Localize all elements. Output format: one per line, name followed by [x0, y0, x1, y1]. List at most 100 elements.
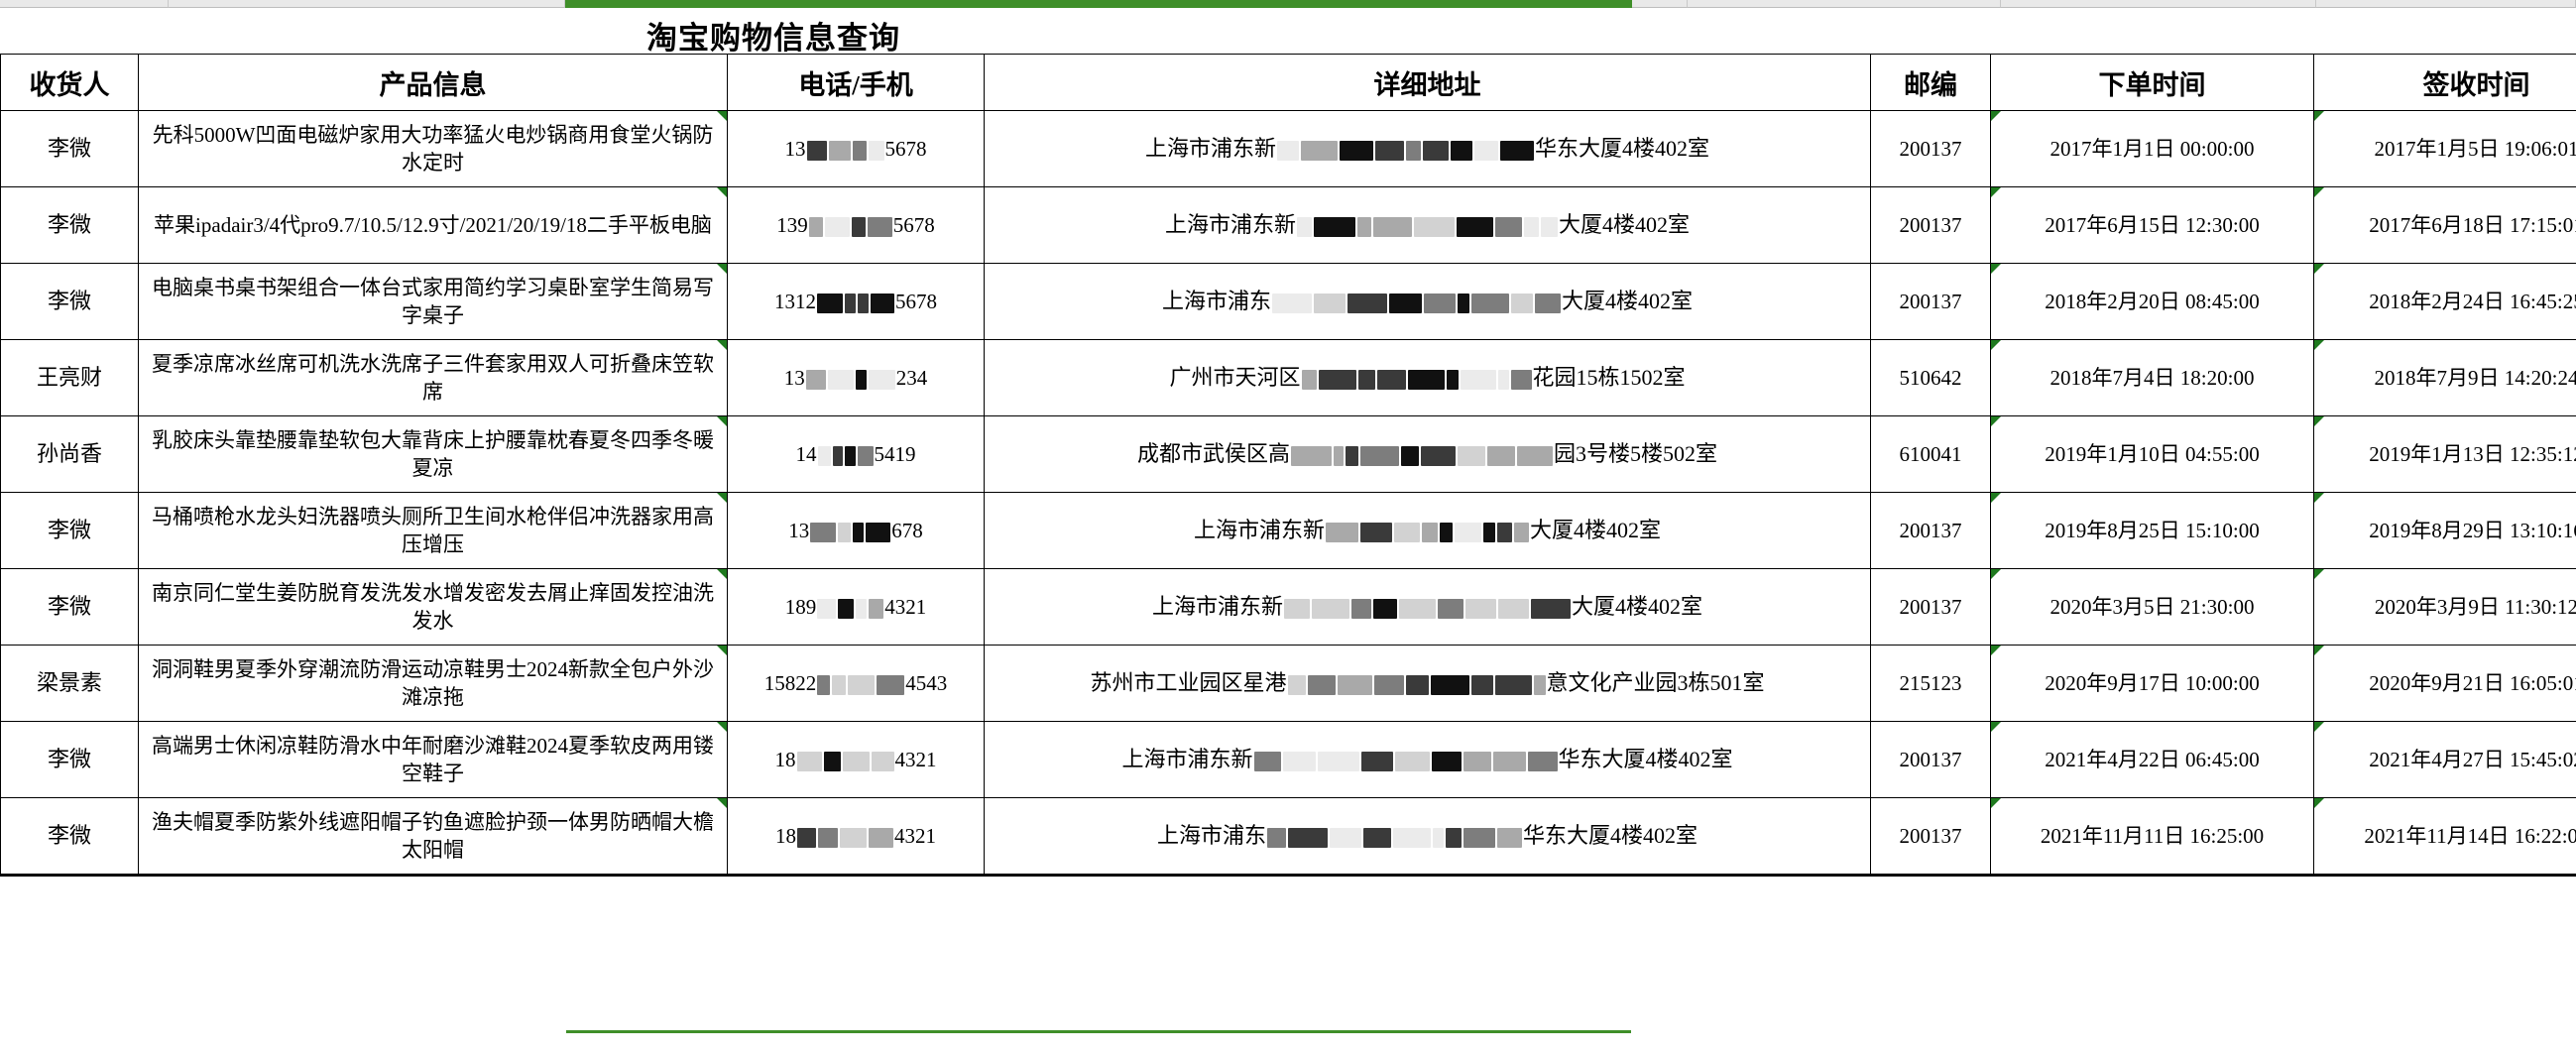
- cell-product-info[interactable]: 渔夫帽夏季防紫外线遮阳帽子钓鱼遮脸护颈一体男防晒帽大檐太阳帽: [138, 797, 728, 877]
- cell-receive-time[interactable]: 2019年8月29日 13:10:16: [2313, 492, 2576, 569]
- cell-product-info[interactable]: 高端男士休闲凉鞋防滑水中年耐磨沙滩鞋2024夏季软皮两用镂空鞋子: [138, 721, 728, 798]
- table-row[interactable]: 李微 先科5000W凹面电磁炉家用大功率猛火电炒锅商用食堂火锅防水定时 13 5678…: [0, 110, 2576, 187]
- cell-order-time[interactable]: 2021年11月11日 16:25:00: [1990, 797, 2314, 877]
- cell-order-time[interactable]: 2017年1月1日 00:00:00: [1990, 110, 2314, 187]
- cell-phone[interactable]: 18 4321: [727, 797, 985, 877]
- product-text: 苹果ipadair3/4代pro9.7/10.5/12.9寸/2021/20/1…: [154, 212, 712, 237]
- comment-flag-icon: [1991, 111, 2001, 121]
- table-row[interactable]: 李微 渔夫帽夏季防紫外线遮阳帽子钓鱼遮脸护颈一体男防晒帽大檐太阳帽 18 4321 上海…: [0, 797, 2576, 877]
- cell-receive-time[interactable]: 2020年3月9日 11:30:12: [2313, 568, 2576, 646]
- column-header-product[interactable]: 产品信息: [138, 54, 728, 111]
- cell-product-info[interactable]: 洞洞鞋男夏季外穿潮流防滑运动凉鞋男士2024新款全包户外沙滩凉拖: [138, 645, 728, 722]
- cell-phone[interactable]: 189 4321: [727, 568, 985, 646]
- cell-phone[interactable]: 15822 4543: [727, 645, 985, 722]
- cell-address[interactable]: 上海市浦东新 大厦4楼402室: [984, 568, 1871, 646]
- cell-order-time[interactable]: 2017年6月15日 12:30:00: [1990, 186, 2314, 264]
- column-header-phone[interactable]: 电话/手机: [727, 54, 985, 111]
- cell-order-time[interactable]: 2020年3月5日 21:30:00: [1990, 568, 2314, 646]
- cell-recipient[interactable]: 李微: [0, 721, 139, 798]
- column-header-zip[interactable]: 邮编: [1870, 54, 1991, 111]
- table-row[interactable]: 梁景素 洞洞鞋男夏季外穿潮流防滑运动凉鞋男士2024新款全包户外沙滩凉拖 15822…: [0, 645, 2576, 722]
- cell-product-info[interactable]: 马桶喷枪水龙头妇洗器喷头厕所卫生间水枪伴侣冲洗器家用高压增压: [138, 492, 728, 569]
- cell-zip[interactable]: 610041: [1870, 415, 1991, 493]
- cell-recipient[interactable]: 梁景素: [0, 645, 139, 722]
- cell-recipient[interactable]: 李微: [0, 797, 139, 877]
- table-row[interactable]: 李微 苹果ipadair3/4代pro9.7/10.5/12.9寸/2021/20…: [0, 186, 2576, 264]
- cell-address[interactable]: 上海市浦东新 大厦4楼402室: [984, 492, 1871, 569]
- cell-phone[interactable]: 13 234: [727, 339, 985, 416]
- column-header-receive-time[interactable]: 签收时间: [2313, 54, 2576, 111]
- cell-phone[interactable]: 14 5419: [727, 415, 985, 493]
- cell-product-info[interactable]: 先科5000W凹面电磁炉家用大功率猛火电炒锅商用食堂火锅防水定时: [138, 110, 728, 187]
- cell-address[interactable]: 广州市天河区 花园15栋1502室: [984, 339, 1871, 416]
- table-row[interactable]: 王亮财 夏季凉席冰丝席可机洗水洗席子三件套家用双人可折叠床笠软席 13 234 广州市天…: [0, 339, 2576, 416]
- cell-zip[interactable]: 200137: [1870, 186, 1991, 264]
- cell-zip[interactable]: 200137: [1870, 263, 1991, 340]
- cell-product-info[interactable]: 南京同仁堂生姜防脱育发洗发水增发密发去屑止痒固发控油洗发水: [138, 568, 728, 646]
- cell-product-info[interactable]: 夏季凉席冰丝席可机洗水洗席子三件套家用双人可折叠床笠软席: [138, 339, 728, 416]
- cell-receive-time[interactable]: 2017年1月5日 19:06:01: [2313, 110, 2576, 187]
- table-row[interactable]: 李微 电脑桌书桌书架组合一体台式家用简约学习桌卧室学生简易写字桌子 1312 5678…: [0, 263, 2576, 340]
- table-header: 收货人 产品信息 电话/手机 详细地址 邮编 下单时间 签收时间: [0, 54, 2576, 111]
- cell-receive-time[interactable]: 2018年7月9日 14:20:24: [2313, 339, 2576, 416]
- cell-product-info[interactable]: 乳胶床头靠垫腰靠垫软包大靠背床上护腰靠枕春夏冬四季冬暖夏凉: [138, 415, 728, 493]
- cell-recipient[interactable]: 王亮财: [0, 339, 139, 416]
- table-row[interactable]: 李微 高端男士休闲凉鞋防滑水中年耐磨沙滩鞋2024夏季软皮两用镂空鞋子 18 4321…: [0, 721, 2576, 798]
- phone-suffix: 5678: [892, 212, 935, 237]
- cell-phone[interactable]: 13 5678: [727, 110, 985, 187]
- cell-recipient[interactable]: 孙尚香: [0, 415, 139, 493]
- cell-address[interactable]: 成都市武侯区高 园3号楼5楼502室: [984, 415, 1871, 493]
- cell-order-time[interactable]: 2018年7月4日 18:20:00: [1990, 339, 2314, 416]
- cell-recipient[interactable]: 李微: [0, 110, 139, 187]
- cell-address[interactable]: 上海市浦东 华东大厦4楼402室: [984, 797, 1871, 877]
- cell-recipient[interactable]: 李微: [0, 186, 139, 264]
- cell-recipient[interactable]: 李微: [0, 263, 139, 340]
- cell-recipient[interactable]: 李微: [0, 568, 139, 646]
- column-header-order-time[interactable]: 下单时间: [1990, 54, 2314, 111]
- cell-phone[interactable]: 18 4321: [727, 721, 985, 798]
- cell-address[interactable]: 上海市浦东新 大厦4楼402室: [984, 186, 1871, 264]
- cell-phone[interactable]: 1312 5678: [727, 263, 985, 340]
- column-header-recipient[interactable]: 收货人: [0, 54, 139, 111]
- cell-order-time[interactable]: 2018年2月20日 08:45:00: [1990, 263, 2314, 340]
- cell-receive-time[interactable]: 2019年1月13日 12:35:12: [2313, 415, 2576, 493]
- phone-suffix: 4543: [905, 670, 948, 695]
- cell-zip[interactable]: 200137: [1870, 797, 1991, 877]
- cell-address[interactable]: 上海市浦东新 华东大厦4楼402室: [984, 721, 1871, 798]
- address-suffix: 华东大厦4楼402室: [1558, 747, 1733, 772]
- cell-zip[interactable]: 200137: [1870, 568, 1991, 646]
- cell-order-time[interactable]: 2021年4月22日 06:45:00: [1990, 721, 2314, 798]
- cell-phone[interactable]: 13 678: [727, 492, 985, 569]
- cell-zip[interactable]: 200137: [1870, 492, 1991, 569]
- cell-product-info[interactable]: 苹果ipadair3/4代pro9.7/10.5/12.9寸/2021/20/1…: [138, 186, 728, 264]
- table-row[interactable]: 李微 南京同仁堂生姜防脱育发洗发水增发密发去屑止痒固发控油洗发水 189 4321 上海…: [0, 568, 2576, 646]
- order-time-text: 2018年2月20日 08:45:00: [2045, 289, 2260, 313]
- page-title: 淘宝购物信息查询: [646, 21, 900, 56]
- cell-receive-time[interactable]: 2020年9月21日 16:05:01: [2313, 645, 2576, 722]
- purchase-info-table: 收货人 产品信息 电话/手机 详细地址 邮编 下单时间 签收时间 李微 先科500…: [0, 54, 2576, 877]
- cell-zip[interactable]: 510642: [1870, 339, 1991, 416]
- cell-order-time[interactable]: 2019年1月10日 04:55:00: [1990, 415, 2314, 493]
- cell-product-info[interactable]: 电脑桌书桌书架组合一体台式家用简约学习桌卧室学生简易写字桌子: [138, 263, 728, 340]
- order-time-text: 2020年3月5日 21:30:00: [2049, 594, 2255, 619]
- address-redacted: 上海市浦东 大厦4楼402室: [1162, 289, 1693, 313]
- cell-zip[interactable]: 200137: [1870, 721, 1991, 798]
- cell-receive-time[interactable]: 2021年4月27日 15:45:02: [2313, 721, 2576, 798]
- cell-address[interactable]: 苏州市工业园区星港 意文化产业园3栋501室: [984, 645, 1871, 722]
- table-row[interactable]: 孙尚香 乳胶床头靠垫腰靠垫软包大靠背床上护腰靠枕春夏冬四季冬暖夏凉 14 5419 成都…: [0, 415, 2576, 493]
- column-header-address[interactable]: 详细地址: [984, 54, 1871, 111]
- address-suffix: 花园15栋1502室: [1532, 365, 1686, 391]
- cell-address[interactable]: 上海市浦东新 华东大厦4楼402室: [984, 110, 1871, 187]
- cell-phone[interactable]: 139 5678: [727, 186, 985, 264]
- cell-order-time[interactable]: 2020年9月17日 10:00:00: [1990, 645, 2314, 722]
- cell-receive-time[interactable]: 2017年6月18日 17:15:01: [2313, 186, 2576, 264]
- cell-zip[interactable]: 215123: [1870, 645, 1991, 722]
- cell-order-time[interactable]: 2019年8月25日 15:10:00: [1990, 492, 2314, 569]
- cell-receive-time[interactable]: 2018年2月24日 16:45:25: [2313, 263, 2576, 340]
- cell-zip[interactable]: 200137: [1870, 110, 1991, 187]
- cell-receive-time[interactable]: 2021年11月14日 16:22:01: [2313, 797, 2576, 877]
- cell-recipient[interactable]: 李微: [0, 492, 139, 569]
- receive-time-text: 2018年7月9日 14:20:24: [2374, 365, 2576, 390]
- table-row[interactable]: 李微 马桶喷枪水龙头妇洗器喷头厕所卫生间水枪伴侣冲洗器家用高压增压 13 678 上海市…: [0, 492, 2576, 569]
- cell-address[interactable]: 上海市浦东 大厦4楼402室: [984, 263, 1871, 340]
